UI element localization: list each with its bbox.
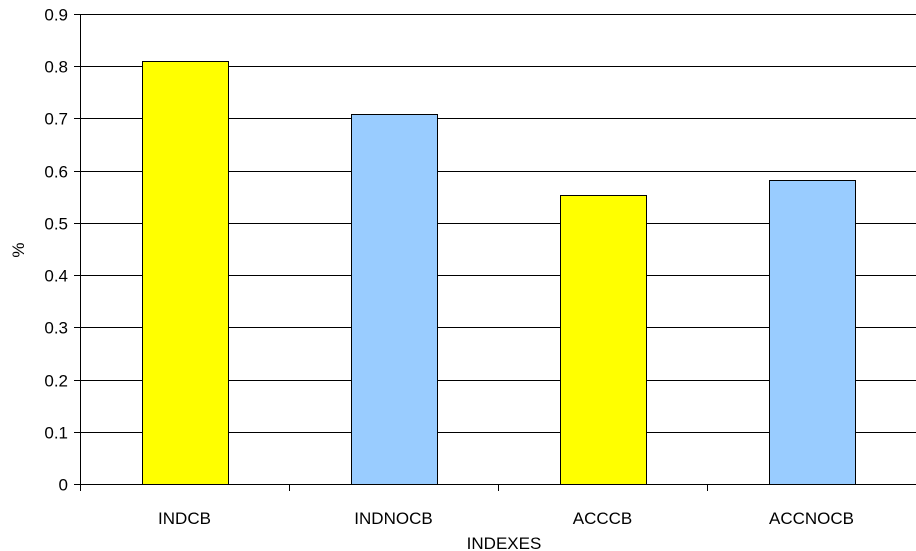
- bar-accnocb: [769, 180, 856, 485]
- y-tick-label: 0.2: [44, 372, 68, 391]
- bar-acccb: [560, 195, 647, 485]
- bars: [142, 61, 856, 485]
- y-tick-label: 0.1: [44, 424, 68, 443]
- y-axis-title: %: [9, 242, 28, 257]
- x-tick-label: INDNOCB: [354, 509, 432, 528]
- bar-indcb: [142, 61, 229, 485]
- y-tick-label: 0.7: [44, 110, 68, 129]
- y-tick-labels: 0 0.1 0.2 0.3 0.4 0.5 0.6 0.7 0.8 0.9: [44, 6, 68, 495]
- y-tick-label: 0.3: [44, 319, 68, 338]
- x-tick-label: INDCB: [158, 509, 211, 528]
- y-tick-label: 0.9: [44, 6, 68, 25]
- y-tick-label: 0.5: [44, 215, 68, 234]
- x-tick-labels: INDCB INDNOCB ACCCB ACCNOCB: [158, 509, 854, 528]
- y-tick-label: 0: [59, 476, 68, 495]
- axes: [74, 14, 916, 491]
- x-axis-title: INDEXES: [467, 534, 542, 551]
- x-tick-label: ACCNOCB: [769, 509, 854, 528]
- bar-indnocb: [351, 114, 438, 485]
- y-tick-label: 0.6: [44, 163, 68, 182]
- y-tick-label: 0.8: [44, 58, 68, 77]
- x-tick-label: ACCCB: [573, 509, 633, 528]
- y-tick-label: 0.4: [44, 267, 68, 286]
